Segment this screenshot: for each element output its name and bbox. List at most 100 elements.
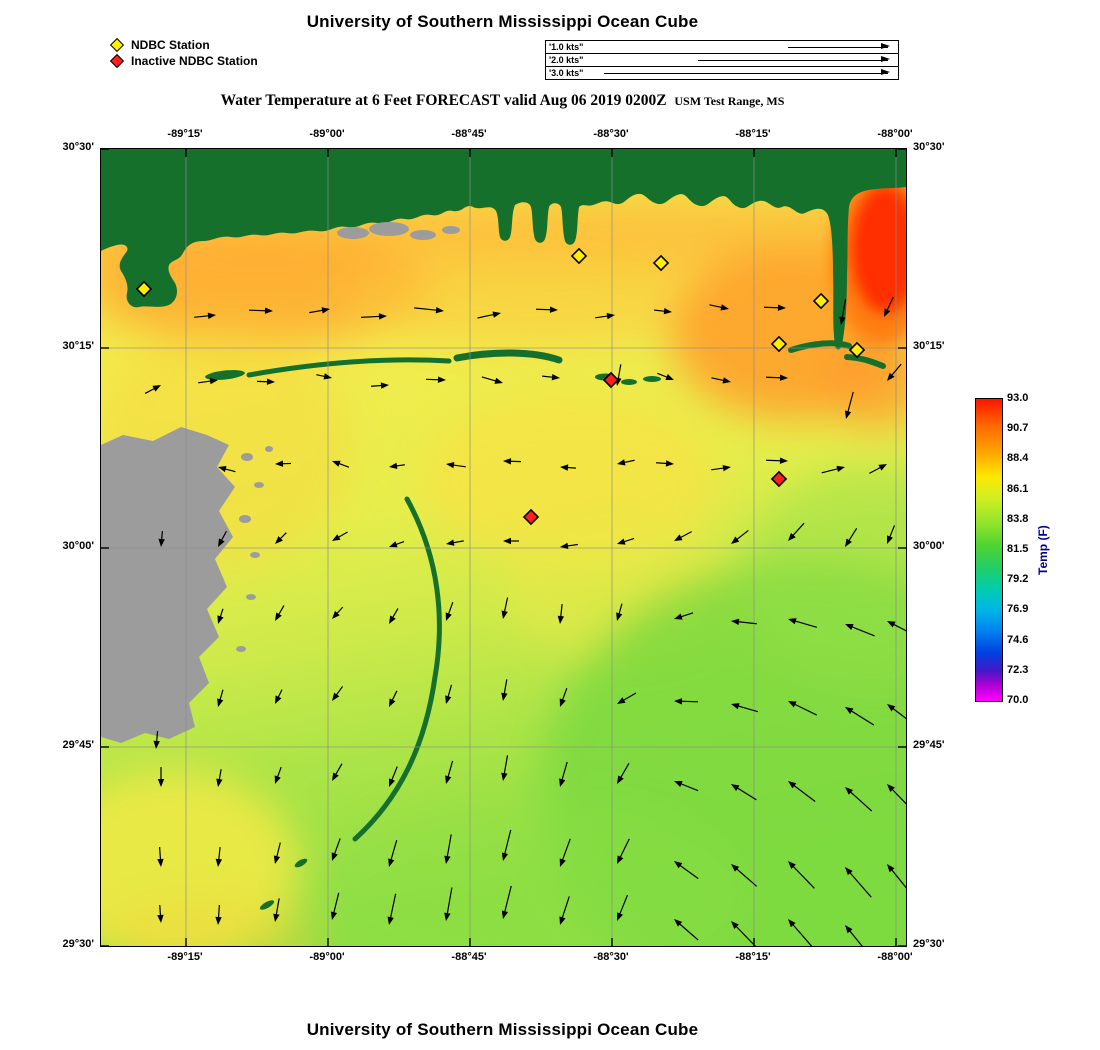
current-vector-arrow	[845, 787, 873, 812]
current-vector-arrow	[444, 887, 453, 921]
marsh-speck	[250, 552, 260, 558]
lat-tick-label: 30°30'	[913, 141, 945, 153]
arrow-head-icon	[881, 43, 890, 49]
current-vector-arrow	[656, 460, 674, 467]
ndbc-station-marker	[770, 335, 788, 353]
current-vector-arrow	[275, 532, 287, 544]
current-vector-arrow	[309, 307, 330, 314]
lat-tick-label: 29°45'	[913, 739, 945, 751]
current-vector-arrow	[731, 921, 757, 946]
current-vector-arrow	[273, 898, 280, 922]
current-vector-arrow	[731, 618, 757, 626]
legend-item-inactive: Inactive NDBC Station	[109, 53, 258, 69]
current-vector-arrow	[884, 296, 894, 317]
current-vector-arrow	[887, 704, 906, 723]
ndbc-station-marker	[570, 247, 588, 265]
current-vector-arrow	[332, 686, 344, 701]
current-vector-arrow	[788, 618, 818, 628]
colorbar-tick-label: 90.7	[1007, 422, 1029, 435]
current-vector-arrow	[501, 885, 512, 919]
marsh-speck	[236, 646, 246, 652]
map-title-region: USM Test Range, MS	[674, 94, 785, 108]
current-vector-arrow	[275, 689, 283, 704]
current-vector-arrow	[445, 684, 453, 704]
current-vector-arrow	[711, 464, 731, 472]
current-vector-arrow	[674, 861, 699, 880]
scale-arrow-1kt	[788, 43, 890, 49]
small-island	[621, 379, 637, 385]
graticule-grid	[101, 149, 906, 946]
current-vector-arrow	[617, 762, 630, 784]
lon-tick-label: -88°30'	[593, 128, 629, 140]
current-vector-arrow	[887, 363, 902, 381]
current-vector-arrow	[845, 707, 875, 726]
lat-tick-label: 30°00'	[913, 540, 945, 552]
current-vector-arrow	[414, 306, 444, 314]
legend-label: NDBC Station	[131, 38, 210, 52]
current-vector-arrow	[617, 459, 635, 466]
ndbc-station-marker	[652, 254, 670, 272]
horn-island	[453, 349, 563, 364]
legend-item-active: NDBC Station	[109, 37, 258, 53]
current-vector-arrow	[501, 829, 512, 861]
current-vector-arrow	[389, 462, 405, 470]
ndbc-station-icon	[109, 37, 125, 53]
current-vector-arrow	[731, 529, 749, 544]
current-vector-arrow	[709, 304, 729, 311]
lon-tick-label: -88°45'	[451, 128, 487, 140]
current-vector-arrow	[273, 842, 281, 864]
current-vector-arrow	[542, 373, 560, 381]
lon-tick-label: -88°30'	[593, 951, 629, 963]
colorbar-tick-label: 76.9	[1007, 603, 1029, 616]
current-vector-arrow	[559, 838, 571, 867]
scale-row-2: '2.0 kts"	[546, 54, 898, 67]
current-vector-arrow	[332, 606, 344, 619]
marsh-speck	[239, 515, 251, 523]
current-vector-arrow	[274, 766, 282, 784]
arrow-head-icon	[881, 56, 890, 62]
current-vector-arrow	[217, 608, 224, 624]
colorbar-tick-label: 93.0	[1007, 392, 1029, 404]
lon-tick-label: -89°00'	[309, 128, 345, 140]
current-vector-arrow	[765, 374, 788, 381]
marsh-speck	[254, 482, 264, 488]
map-panel	[100, 148, 907, 947]
current-vector-arrow	[217, 689, 224, 707]
current-vector-arrow	[446, 539, 464, 546]
current-vector-arrow	[501, 597, 509, 619]
colorbar-tick-label: 70.0	[1007, 694, 1029, 706]
inactive-ndbc-station-marker	[770, 470, 788, 488]
current-vector-arrow	[389, 608, 399, 624]
current-vector-arrow	[157, 767, 165, 787]
current-vector-arrow	[887, 864, 906, 891]
current-vector-arrow	[559, 896, 570, 925]
current-vector-arrow	[887, 784, 906, 808]
current-vector-arrow	[153, 731, 160, 749]
current-vector-arrow	[445, 760, 454, 784]
lon-tick-label: -89°15'	[167, 128, 203, 140]
current-vector-arrow	[595, 312, 615, 320]
cat-island	[205, 370, 245, 380]
colorbar-tick-label: 88.4	[1007, 452, 1029, 465]
current-vector-arrow	[194, 312, 216, 320]
lon-tick-label: -89°15'	[167, 951, 203, 963]
current-vector-arrow	[674, 698, 699, 705]
coastal-urban-patch	[410, 230, 436, 240]
current-vector-arrow	[535, 306, 558, 313]
current-vector-arrow	[216, 769, 223, 787]
lat-tick-label: 29°30'	[62, 938, 95, 950]
ndbc-station-marker	[135, 280, 153, 298]
current-vector-arrow	[158, 531, 165, 547]
current-vector-arrow	[446, 461, 466, 469]
map-title: Water Temperature at 6 Feet FORECAST val…	[0, 92, 1005, 110]
current-vector-arrow	[869, 464, 887, 474]
lon-tick-label: -88°00'	[877, 951, 913, 963]
scale-arrow-3kt	[604, 69, 890, 75]
current-vector-arrow	[788, 781, 816, 802]
current-vector-arrow	[788, 861, 815, 889]
current-vector-arrow	[788, 919, 814, 946]
current-vector-arrow	[765, 457, 788, 464]
marsh-speck	[241, 453, 253, 461]
lat-tick-label: 30°30'	[62, 141, 95, 153]
coastal-urban-patch	[369, 222, 409, 236]
